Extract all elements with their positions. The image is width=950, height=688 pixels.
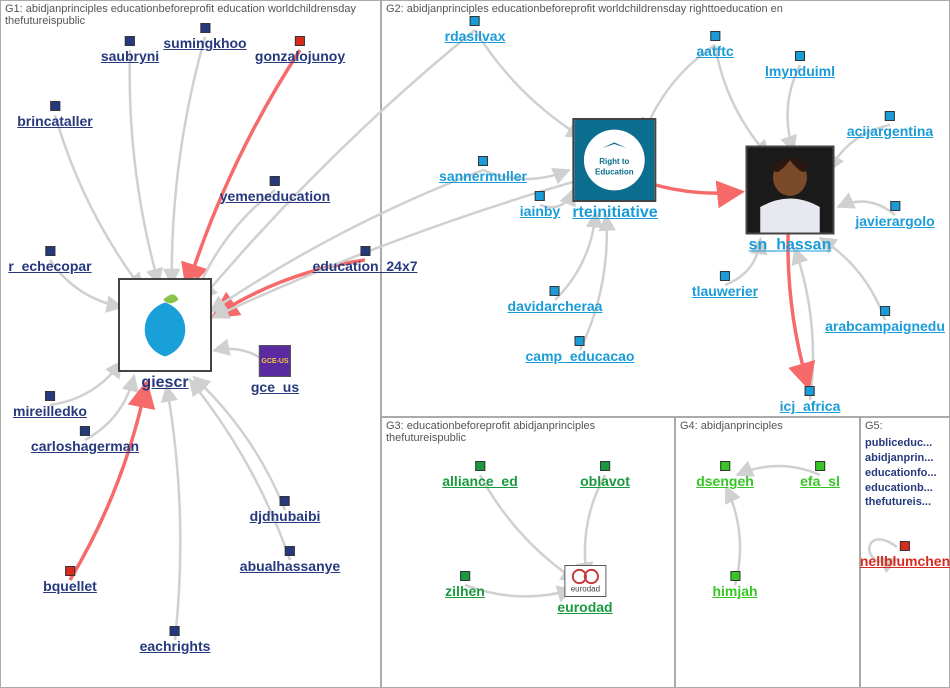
node-giescr[interactable]: giescr [118, 278, 212, 392]
node-label: dsengeh [696, 473, 754, 489]
node-r_echecopar[interactable]: r_echecopar [8, 246, 91, 274]
node-abualhassanye[interactable]: abualhassanye [240, 546, 340, 574]
node-label: oblavot [580, 473, 630, 489]
node-label: acijargentina [847, 123, 933, 139]
giescr-logo [120, 280, 210, 370]
node-label: himjah [712, 583, 757, 599]
panel-g4: G4: abidjanprinciples [675, 417, 860, 688]
panel-g3-title: G3: educationbeforeprofit abidjanprincip… [386, 420, 663, 444]
node-label: davidarcheraa [508, 298, 603, 314]
node-label: education_24x7 [312, 258, 417, 274]
node-label: sannermuller [439, 168, 527, 184]
node-mireilledko[interactable]: mireilledko [13, 391, 87, 419]
node-gonzalojunoy[interactable]: gonzalojunoy [255, 36, 345, 64]
node-nellblumchen[interactable]: nellblumchen [860, 541, 950, 569]
g5-tags: publiceduc... abidjanprin... educationfo… [865, 436, 937, 510]
node-label: bquellet [43, 578, 97, 594]
node-label: gce_us [251, 379, 299, 395]
panel-g3: G3: educationbeforeprofit abidjanprincip… [381, 417, 675, 688]
node-label: giescr [118, 374, 212, 392]
node-icj_africa[interactable]: icj_africa [780, 386, 841, 414]
node-sn_hassan[interactable]: sn_hassan [746, 146, 835, 255]
node-lmynduiml[interactable]: lmynduiml [765, 51, 835, 79]
node-label: nellblumchen [860, 553, 950, 569]
node-zilhen[interactable]: zilhen [445, 571, 485, 599]
svg-text:Right to: Right to [599, 157, 629, 166]
svg-text:eurodad: eurodad [570, 585, 599, 594]
node-label: abualhassanye [240, 558, 340, 574]
node-label: rteinitiative [572, 204, 657, 222]
node-label: efa_sl [800, 473, 840, 489]
panel-g1-title: G1: abidjanprinciples educationbeforepro… [5, 3, 365, 27]
eurodad-logo: eurodad [565, 566, 605, 596]
node-label: lmynduiml [765, 63, 835, 79]
node-camp_educacao[interactable]: camp_educacao [526, 336, 635, 364]
node-eurodad[interactable]: eurodad eurodad [557, 565, 612, 615]
node-oblavot[interactable]: oblavot [580, 461, 630, 489]
node-label: eurodad [557, 599, 612, 615]
node-label: camp_educacao [526, 348, 635, 364]
node-label: sn_hassan [746, 237, 835, 255]
panel-g4-title: G4: abidjanprinciples [680, 420, 783, 432]
node-rdasilvax[interactable]: rdasilvax [445, 16, 506, 44]
node-sannermuller[interactable]: sannermuller [439, 156, 527, 184]
node-tlauwerier[interactable]: tlauwerier [692, 271, 758, 299]
node-label: arabcampaignedu [825, 318, 945, 334]
svg-text:Education: Education [595, 167, 634, 176]
node-rteinitiative[interactable]: Right to Education rteinitiative [572, 118, 657, 222]
node-label: iainby [520, 203, 560, 219]
node-arabcampaignedu[interactable]: arabcampaignedu [825, 306, 945, 334]
node-education_24x7[interactable]: education_24x7 [312, 246, 417, 274]
node-alliance_ed[interactable]: alliance_ed [442, 461, 518, 489]
node-label: eachrights [140, 638, 211, 654]
node-acijargentina[interactable]: acijargentina [847, 111, 933, 139]
node-dsengeh[interactable]: dsengeh [696, 461, 754, 489]
node-aatftc[interactable]: aatftc [696, 31, 733, 59]
node-label: djdhubaibi [250, 508, 321, 524]
node-label: saubryni [101, 48, 159, 64]
node-label: r_echecopar [8, 258, 91, 274]
node-gce_us[interactable]: GCE-USgce_us [251, 345, 299, 395]
node-label: javierargolo [855, 213, 934, 229]
node-label: alliance_ed [442, 473, 518, 489]
node-efa_sl[interactable]: efa_sl [800, 461, 840, 489]
node-label: brincataller [17, 113, 92, 129]
node-label: yemeneducation [220, 188, 330, 204]
node-label: sumingkhoo [163, 35, 246, 51]
node-label: aatftc [696, 43, 733, 59]
node-himjah[interactable]: himjah [712, 571, 757, 599]
node-javierargolo[interactable]: javierargolo [855, 201, 934, 229]
sn-hassan-photo [748, 148, 833, 233]
node-yemeneducation[interactable]: yemeneducation [220, 176, 330, 204]
node-brincataller[interactable]: brincataller [17, 101, 92, 129]
node-label: carloshagerman [31, 438, 139, 454]
node-label: tlauwerier [692, 283, 758, 299]
node-sumingkhoo[interactable]: sumingkhoo [163, 23, 246, 51]
rte-logo: Right to Education [574, 120, 654, 200]
node-bquellet[interactable]: bquellet [43, 566, 97, 594]
panel-g2-title: G2: abidjanprinciples educationbeforepro… [386, 3, 783, 15]
panel-g5-title: G5: [865, 420, 883, 432]
node-label: icj_africa [780, 398, 841, 414]
node-eachrights[interactable]: eachrights [140, 626, 211, 654]
node-label: rdasilvax [445, 28, 506, 44]
node-label: gonzalojunoy [255, 48, 345, 64]
node-davidarcheraa[interactable]: davidarcheraa [508, 286, 603, 314]
node-djdhubaibi[interactable]: djdhubaibi [250, 496, 321, 524]
node-label: zilhen [445, 583, 485, 599]
node-label: mireilledko [13, 403, 87, 419]
node-saubryni[interactable]: saubryni [101, 36, 159, 64]
node-carloshagerman[interactable]: carloshagerman [31, 426, 139, 454]
node-iainby[interactable]: iainby [520, 191, 560, 219]
